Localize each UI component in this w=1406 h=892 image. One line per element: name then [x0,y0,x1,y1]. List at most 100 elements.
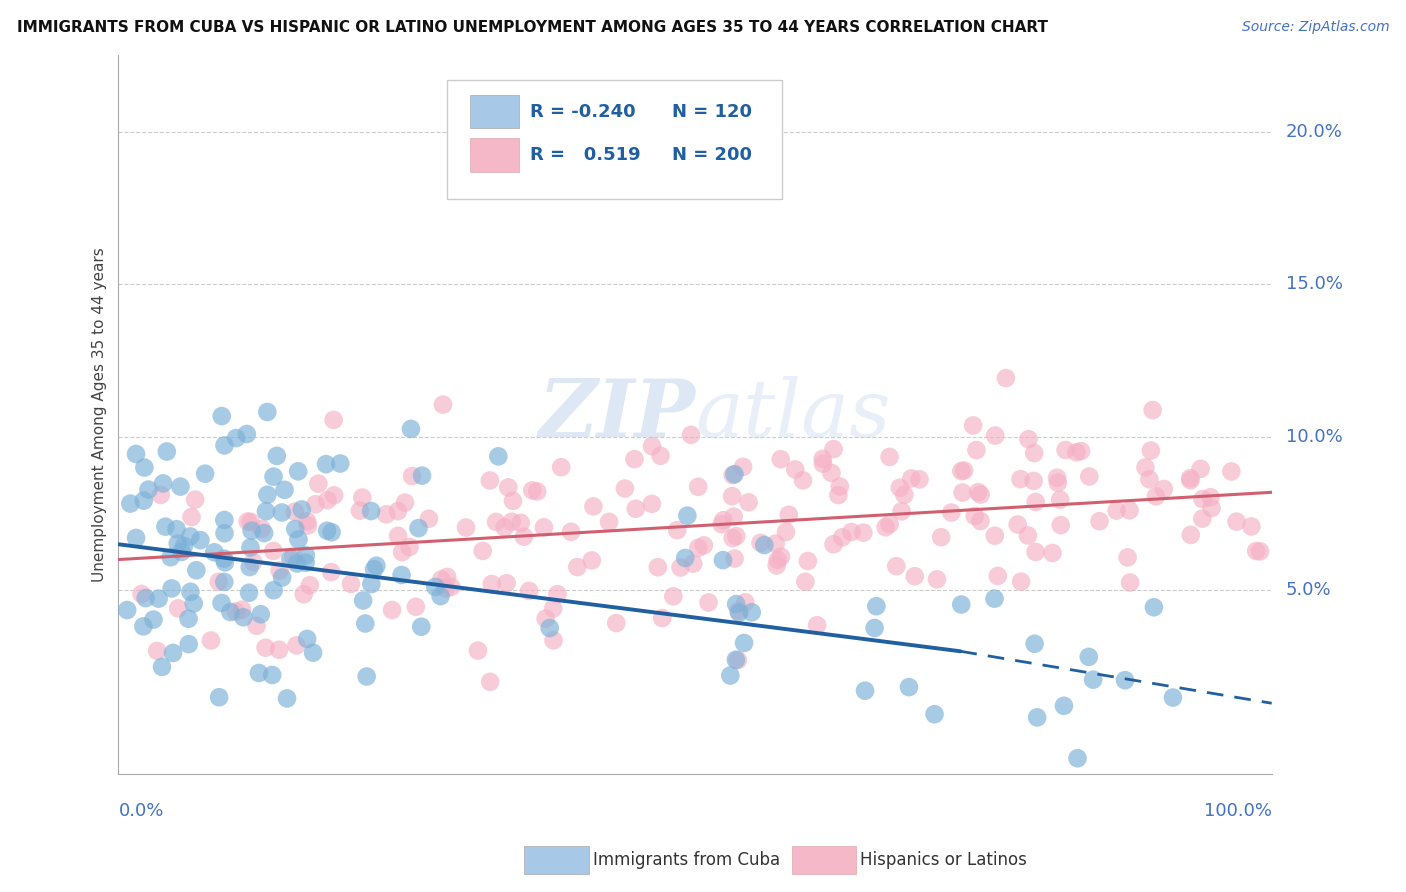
Point [969,514,991,528]
Point [723,467,745,482]
Point [841,524,863,539]
Point [679,427,702,442]
Text: 15.0%: 15.0% [1285,276,1343,293]
Point [179,584,201,599]
Point [430,573,453,587]
Point [734,595,756,609]
Point [513,530,536,544]
Point [263,583,285,598]
Point [1077,649,1099,664]
Point [352,491,374,505]
Point [285,639,308,653]
Point [1053,698,1076,713]
Point [769,549,792,564]
Point [1024,637,1046,651]
Point [769,452,792,467]
Point [322,413,344,427]
Point [266,449,288,463]
Point [879,517,901,532]
Point [1191,491,1213,506]
Point [1054,442,1077,457]
Point [1026,710,1049,724]
Point [710,517,733,532]
Point [405,599,427,614]
Point [543,633,565,648]
Point [186,563,208,577]
Point [669,560,692,574]
Point [179,529,201,543]
Text: R = -0.240: R = -0.240 [530,103,636,121]
Point [219,605,242,619]
Point [721,468,744,483]
Text: Hispanics or Latinos: Hispanics or Latinos [860,851,1028,869]
Point [1118,503,1140,517]
Point [875,520,897,534]
Point [180,510,202,524]
Point [267,642,290,657]
Point [1114,673,1136,688]
Point [823,442,845,456]
Point [247,665,270,680]
Point [214,513,236,527]
Point [208,690,231,705]
Point [200,633,222,648]
Point [925,572,948,586]
Point [1042,546,1064,560]
Point [323,488,346,502]
Point [765,558,787,573]
Point [890,504,912,518]
Point [723,551,745,566]
Point [1199,490,1222,504]
Point [183,597,205,611]
Point [853,683,876,698]
Point [425,580,447,594]
Point [262,544,284,558]
Point [315,457,337,471]
Point [321,565,343,579]
Point [534,612,557,626]
Point [387,529,409,543]
Point [676,508,699,523]
Point [967,485,990,500]
Point [467,643,489,657]
Point [560,524,582,539]
Point [605,616,627,631]
Point [387,504,409,518]
Point [160,582,183,596]
Text: 5.0%: 5.0% [1285,581,1331,599]
Point [1018,432,1040,446]
Point [302,646,325,660]
Point [478,474,501,488]
Point [284,505,307,519]
FancyBboxPatch shape [470,138,519,171]
Point [682,557,704,571]
Point [214,526,236,541]
Point [239,515,262,529]
Point [155,519,177,533]
Point [727,604,749,618]
Text: ZIP: ZIP [538,376,695,453]
Point [479,674,502,689]
Point [650,449,672,463]
Point [283,549,305,564]
Point [502,493,524,508]
Point [728,606,751,620]
Point [811,451,834,466]
Point [598,515,620,529]
Point [526,484,548,499]
Point [723,509,745,524]
Point [354,616,377,631]
Point [398,540,420,554]
Point [1244,544,1267,558]
Point [731,459,754,474]
Point [1191,511,1213,525]
Point [806,618,828,632]
Point [177,612,200,626]
Point [688,541,710,555]
Point [1240,519,1263,533]
Point [1046,475,1069,490]
Point [150,660,173,674]
Point [481,577,503,591]
Point [721,531,744,545]
Point [194,467,217,481]
